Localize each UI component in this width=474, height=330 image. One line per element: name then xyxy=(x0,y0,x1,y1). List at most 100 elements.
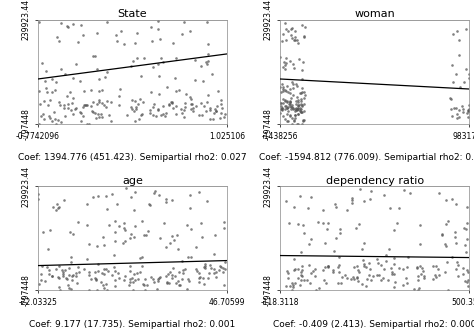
Point xyxy=(286,91,294,96)
Point xyxy=(67,255,74,260)
Point xyxy=(293,38,301,43)
Text: Coef: 1394.776 (451.423). Semipartial rho2: 0.027: Coef: 1394.776 (451.423). Semipartial rh… xyxy=(18,153,247,162)
Point xyxy=(453,72,460,77)
Point xyxy=(391,271,398,277)
Point xyxy=(296,107,303,113)
Point xyxy=(365,273,373,278)
Point xyxy=(288,80,296,85)
Point xyxy=(291,37,298,43)
Point xyxy=(154,61,162,66)
Point xyxy=(283,37,290,42)
Point xyxy=(416,222,423,228)
Point xyxy=(98,270,106,276)
Point xyxy=(204,52,212,57)
Point xyxy=(453,115,461,121)
Point xyxy=(292,107,300,112)
Point xyxy=(385,246,392,251)
Point xyxy=(216,115,224,120)
Point xyxy=(189,105,196,110)
Point xyxy=(64,93,71,99)
Point xyxy=(203,19,211,24)
Point xyxy=(89,109,97,115)
Point xyxy=(462,279,469,284)
Point xyxy=(413,266,421,271)
Point xyxy=(358,247,366,252)
Point xyxy=(300,222,307,227)
Point xyxy=(281,98,288,104)
Point xyxy=(455,37,463,43)
Point xyxy=(109,272,116,278)
Point xyxy=(205,270,212,276)
Point xyxy=(85,242,93,247)
Point xyxy=(202,109,210,114)
Point xyxy=(41,79,49,84)
Point xyxy=(350,275,357,280)
Point xyxy=(289,105,297,110)
Point xyxy=(360,261,368,266)
Point xyxy=(291,118,298,124)
Point xyxy=(55,275,62,280)
Point xyxy=(444,287,452,293)
Point xyxy=(296,282,304,287)
Point xyxy=(111,284,118,289)
Point xyxy=(367,188,374,193)
Point xyxy=(307,280,314,286)
Point xyxy=(64,101,72,107)
Point xyxy=(143,233,150,238)
Point xyxy=(43,264,51,270)
Point xyxy=(44,103,52,108)
Point xyxy=(105,113,112,118)
Point xyxy=(133,105,140,110)
Point xyxy=(290,61,297,66)
Point xyxy=(152,114,160,119)
Point xyxy=(36,102,44,107)
Point xyxy=(67,259,75,265)
Point xyxy=(204,58,211,64)
Point xyxy=(298,272,305,277)
Point xyxy=(131,235,138,240)
Point xyxy=(49,204,57,210)
Point xyxy=(74,265,82,270)
Point xyxy=(73,280,81,285)
Point xyxy=(111,219,118,224)
Point xyxy=(70,272,77,278)
Point xyxy=(459,266,466,271)
Point xyxy=(35,281,43,286)
Point xyxy=(418,272,425,277)
Point xyxy=(186,206,194,211)
Point xyxy=(453,106,460,111)
Point xyxy=(311,267,319,272)
Point xyxy=(159,111,167,116)
Point xyxy=(215,268,223,273)
Point xyxy=(89,100,97,105)
Point xyxy=(129,288,137,293)
Point xyxy=(69,76,76,81)
Point xyxy=(300,33,308,39)
Point xyxy=(375,272,383,278)
Point xyxy=(92,277,100,282)
Point xyxy=(75,270,83,275)
Point xyxy=(52,121,59,126)
Point xyxy=(374,261,382,266)
Point xyxy=(199,79,207,84)
Point xyxy=(73,270,80,275)
Point xyxy=(36,121,43,126)
Point xyxy=(101,74,109,80)
Point xyxy=(195,112,202,117)
Point xyxy=(447,95,454,101)
Point xyxy=(81,102,89,107)
Point xyxy=(432,263,440,269)
Point xyxy=(204,41,212,46)
Point xyxy=(69,111,77,116)
Point xyxy=(51,87,58,93)
Point xyxy=(180,107,188,113)
Point xyxy=(67,286,74,291)
Point xyxy=(169,265,176,270)
Point xyxy=(221,112,228,117)
Point xyxy=(435,190,443,195)
Point xyxy=(54,205,62,210)
Point xyxy=(283,26,290,31)
Point xyxy=(459,106,467,111)
Point xyxy=(380,266,388,272)
Point xyxy=(347,276,355,281)
